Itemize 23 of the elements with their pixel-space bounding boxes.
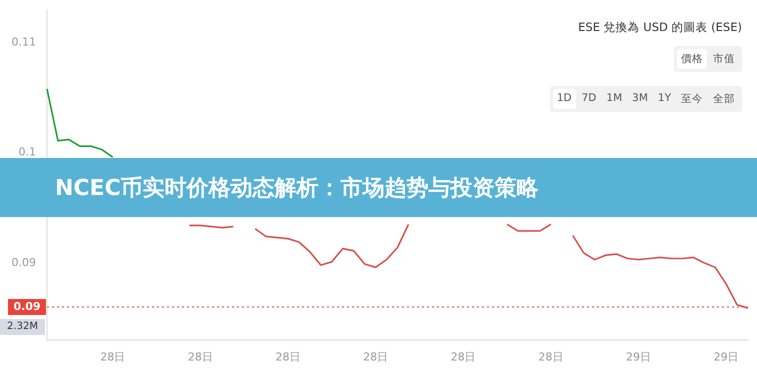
annotation: 7D (580, 91, 598, 106)
annotation: 價格 (677, 49, 707, 69)
annotation: 1M (605, 91, 624, 106)
text: ESE 兌換為 USD 的圖表 (ESE) (578, 20, 742, 35)
banner: NCEC币实时价格动态解析：市场趋势与投资策略 (0, 158, 757, 217)
x-tick-label: 28日 (188, 350, 213, 364)
annotation: 全部 (712, 92, 736, 107)
y-tick-label: 0.09 (12, 256, 36, 269)
x-tick-label: 29日 (626, 350, 651, 364)
annotation: 1Y (656, 91, 672, 106)
annotation: 市值 (712, 52, 736, 67)
x-tick-label: 28日 (363, 350, 388, 364)
x-tick-label: 29日 (714, 350, 739, 364)
text: 2.32M (0, 319, 45, 335)
y-tick-label: 0.1 (18, 146, 36, 159)
x-tick-label: 28日 (275, 350, 300, 364)
x-tick-label: 28日 (450, 350, 476, 364)
annotation: 至今 (680, 92, 704, 107)
annotation: 3M (631, 91, 649, 106)
x-tick-label: 28日 (100, 350, 126, 364)
x-tick-label: 28日 (538, 350, 564, 364)
annotation: 1D (552, 89, 576, 109)
y-tick-label: 0.11 (12, 36, 36, 48)
